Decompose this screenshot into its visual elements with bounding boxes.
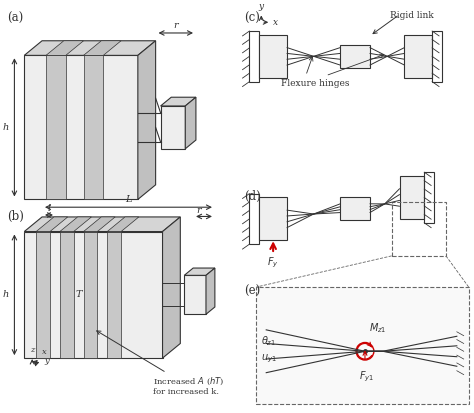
Polygon shape: [24, 217, 180, 232]
Text: r: r: [197, 206, 201, 214]
Text: $\theta_{z1}$: $\theta_{z1}$: [261, 335, 276, 349]
Polygon shape: [83, 55, 103, 199]
Bar: [400, 176, 424, 219]
Text: z: z: [30, 346, 35, 354]
Bar: [256, 287, 469, 404]
Polygon shape: [161, 97, 196, 106]
Text: Flexure hinges: Flexure hinges: [282, 79, 350, 88]
Text: x: x: [42, 348, 47, 356]
Text: h: h: [2, 290, 9, 299]
Text: r: r: [173, 21, 178, 30]
Bar: [424, 172, 434, 223]
Text: $M_{z1}$: $M_{z1}$: [369, 321, 386, 335]
Text: h: h: [2, 123, 9, 132]
Bar: [249, 31, 259, 82]
Text: x: x: [273, 18, 278, 27]
Text: T: T: [76, 290, 82, 299]
Polygon shape: [107, 232, 121, 358]
Text: Rigid link: Rigid link: [390, 11, 433, 19]
Text: Increased $A$ ($hT$)
for increased k.: Increased $A$ ($hT$) for increased k.: [97, 331, 224, 396]
Polygon shape: [138, 41, 155, 199]
Polygon shape: [24, 41, 155, 55]
Text: (e): (e): [245, 285, 261, 298]
Polygon shape: [60, 217, 91, 232]
Polygon shape: [46, 55, 66, 199]
Text: L: L: [125, 195, 132, 204]
Polygon shape: [46, 41, 83, 55]
Polygon shape: [83, 41, 121, 55]
Text: $F_{y1}$: $F_{y1}$: [359, 370, 374, 384]
Text: y: y: [44, 357, 49, 365]
Bar: [340, 45, 370, 68]
Polygon shape: [161, 106, 185, 149]
Text: (c): (c): [245, 12, 260, 24]
Bar: [259, 197, 287, 240]
Polygon shape: [184, 275, 206, 314]
Text: (a): (a): [8, 12, 24, 24]
Text: $F_y$: $F_y$: [267, 256, 279, 270]
Bar: [432, 31, 442, 82]
Bar: [392, 202, 446, 256]
Text: $u_{y1}$: $u_{y1}$: [261, 353, 277, 365]
Polygon shape: [36, 232, 50, 358]
Bar: [259, 35, 287, 78]
Bar: [404, 35, 432, 78]
Polygon shape: [107, 217, 139, 232]
Polygon shape: [185, 97, 196, 149]
Bar: [340, 197, 370, 220]
Text: l: l: [47, 204, 51, 213]
Polygon shape: [60, 232, 73, 358]
Polygon shape: [83, 217, 115, 232]
Text: (b): (b): [8, 210, 24, 223]
Polygon shape: [36, 217, 68, 232]
Text: y: y: [259, 2, 264, 11]
Polygon shape: [163, 217, 180, 358]
Polygon shape: [184, 268, 215, 275]
Polygon shape: [24, 55, 138, 199]
Polygon shape: [83, 232, 97, 358]
Polygon shape: [206, 268, 215, 314]
Polygon shape: [24, 232, 163, 358]
Bar: [249, 194, 259, 244]
Text: (d): (d): [245, 190, 261, 203]
